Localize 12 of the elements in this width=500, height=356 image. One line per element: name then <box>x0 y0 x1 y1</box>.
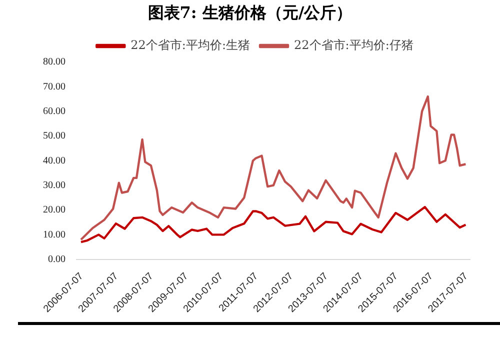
y-tick-label: 40.00 <box>43 155 66 166</box>
y-tick-label: 30.00 <box>43 180 66 191</box>
chart-title: 图表7: 生猪价格（元/公斤） <box>146 2 354 24</box>
y-tick-label: 0.00 <box>48 254 66 265</box>
y-tick-label: 80.00 <box>43 56 66 68</box>
y-tick-label: 20.00 <box>43 204 66 216</box>
y-tick-label: 50.00 <box>43 130 66 142</box>
legend-label: 22个省市:平均价:生猪 <box>130 38 250 52</box>
legend-label: 22个省市:平均价:仔猪 <box>294 38 414 52</box>
y-tick-label: 70.00 <box>43 81 66 92</box>
y-tick-label: 60.00 <box>43 106 66 117</box>
y-tick-label: 10.00 <box>43 229 66 240</box>
